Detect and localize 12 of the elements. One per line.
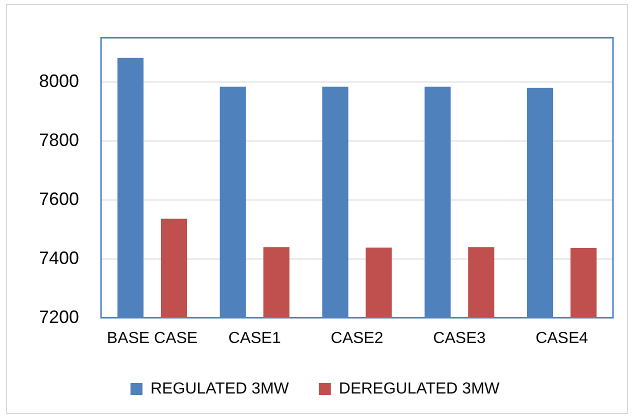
- x-tick-label: CASE1: [228, 330, 281, 347]
- y-tick-label: 7400: [38, 248, 80, 268]
- legend-label: DEREGULATED 3MW: [338, 380, 500, 398]
- y-tick-label: 7800: [38, 130, 80, 150]
- y-tick-label: 7200: [38, 306, 80, 327]
- x-tick-label: CASE2: [330, 330, 384, 347]
- x-tick-label: CASE3: [433, 330, 486, 347]
- y-tick-label: 8000: [38, 70, 80, 91]
- legend-label: REGULATED 3MW: [150, 380, 290, 398]
- y-tick-label: 7600: [38, 188, 80, 209]
- x-tick-label: CASE4: [536, 330, 588, 347]
- x-tick-label: BASE CASE: [106, 330, 198, 347]
